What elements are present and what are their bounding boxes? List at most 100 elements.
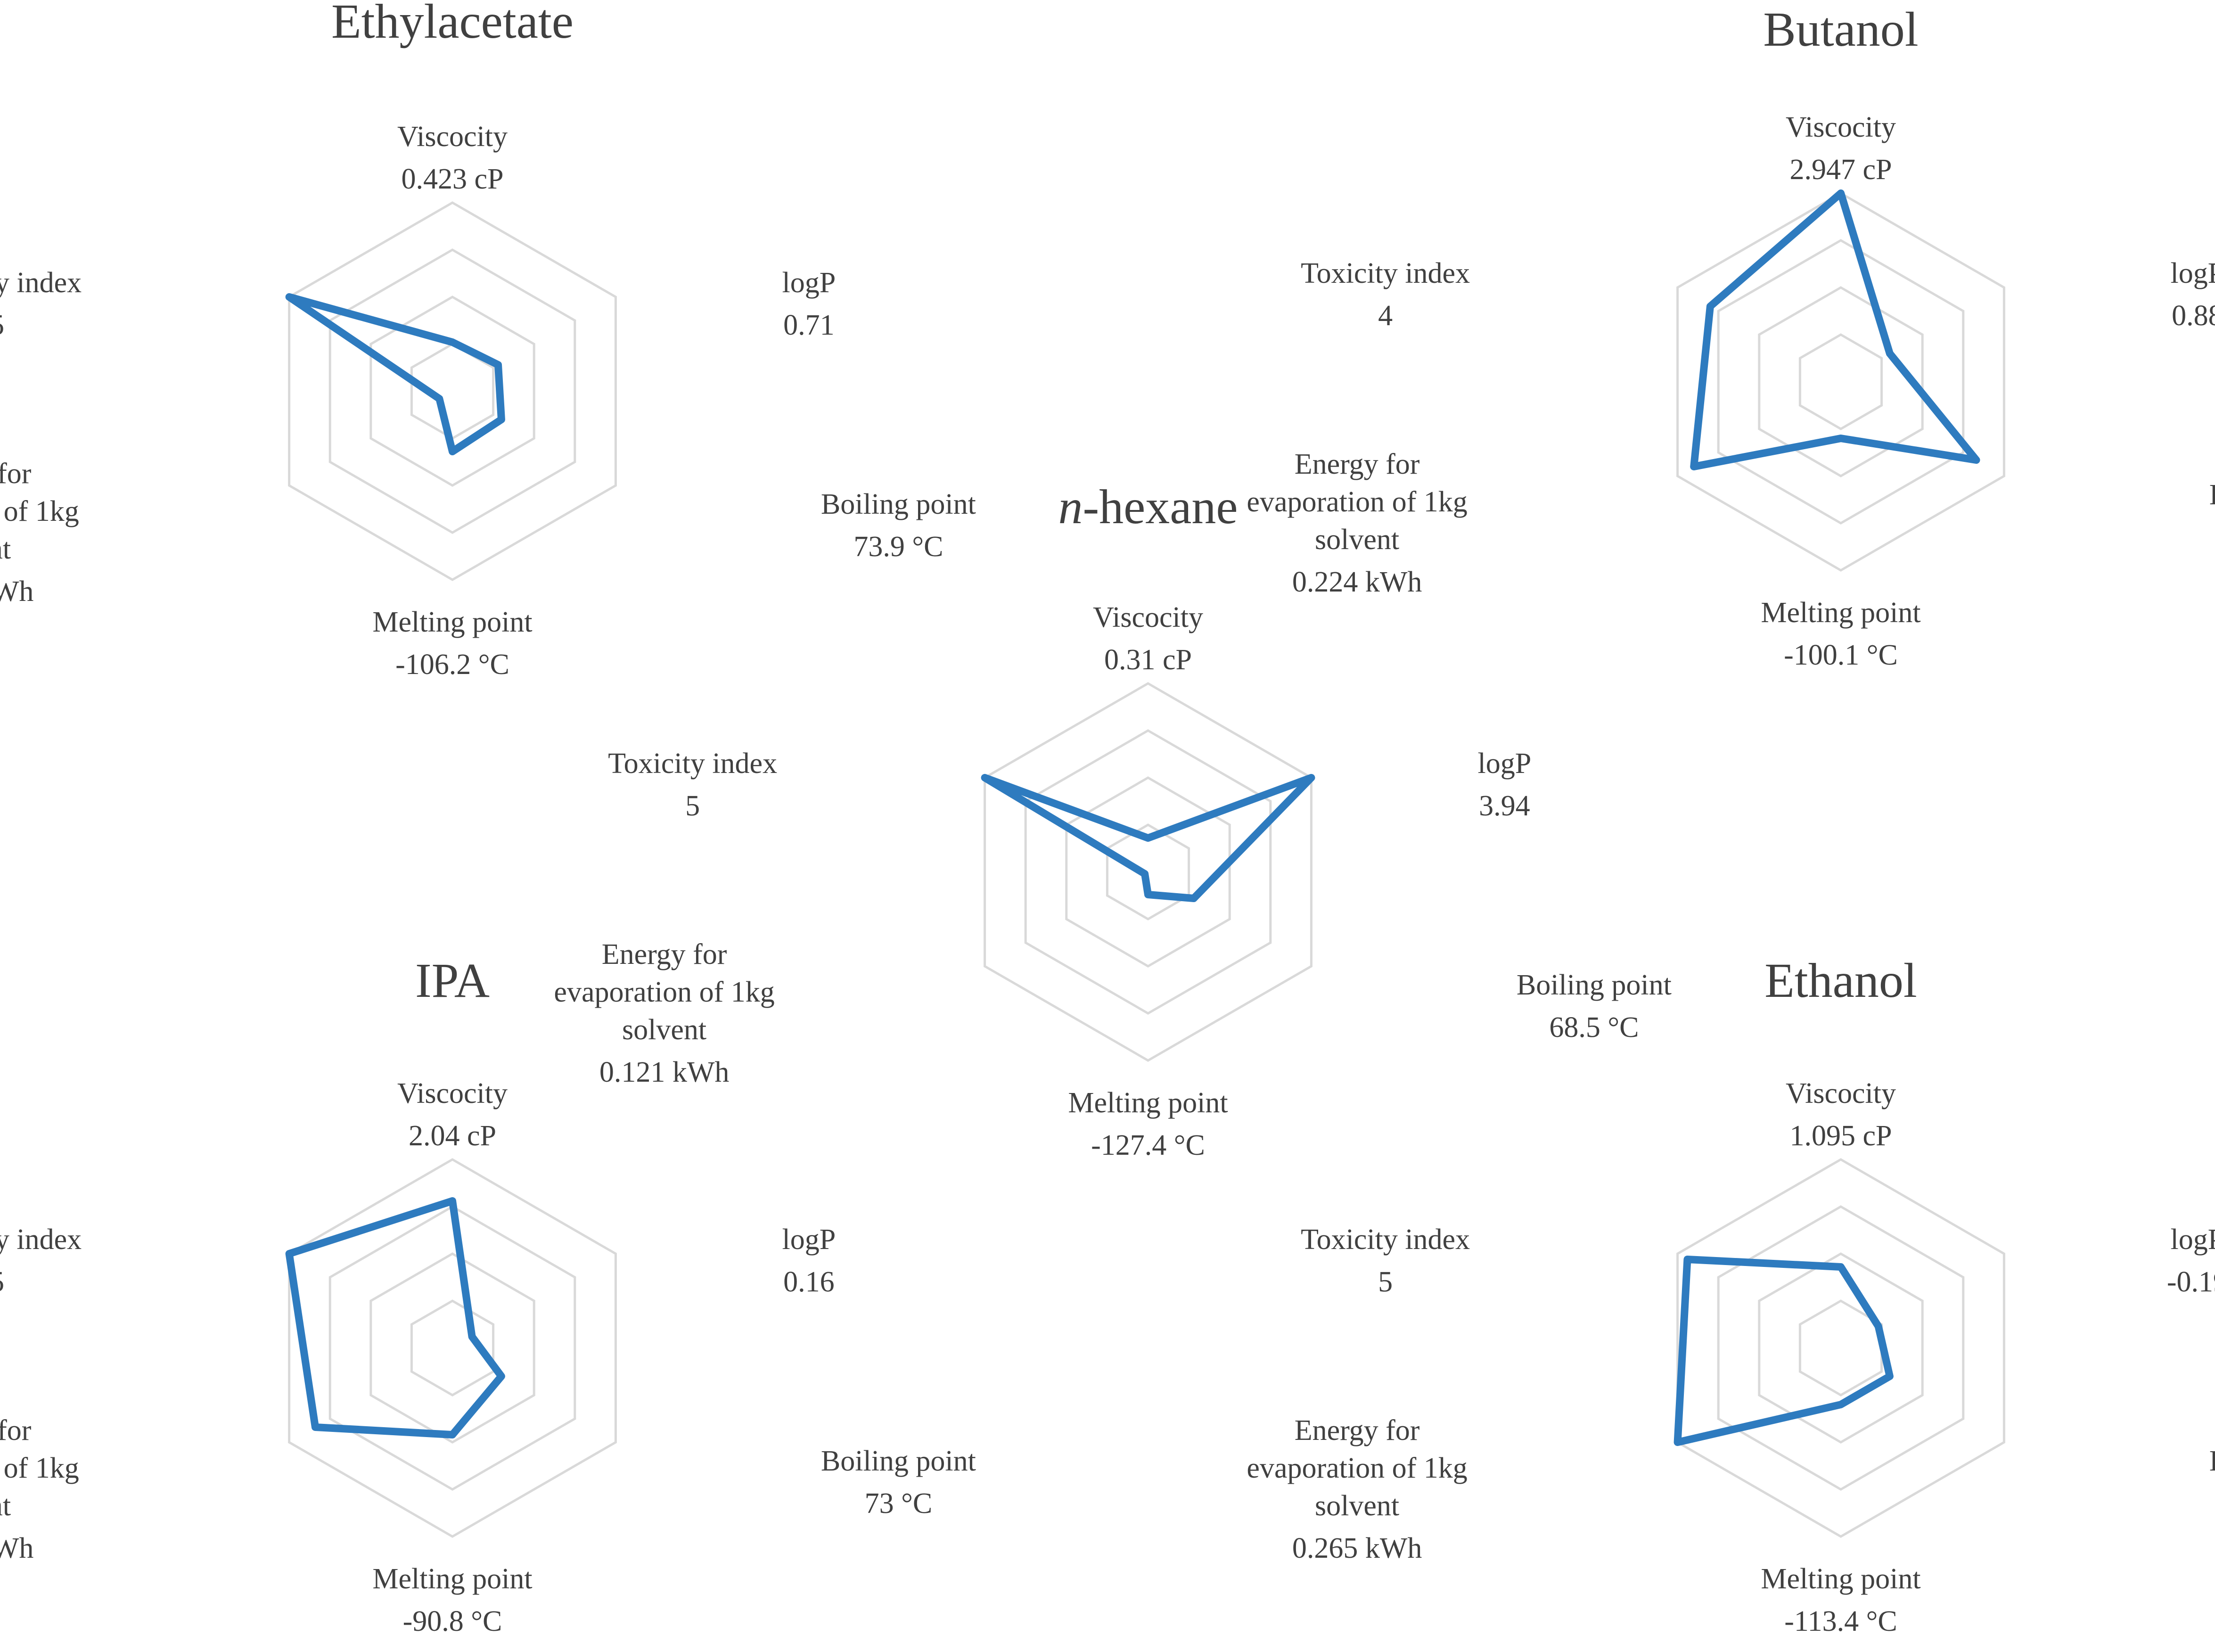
axis-label-6: Toxicity index 5 bbox=[0, 1224, 82, 1298]
axis-value: 0.88 bbox=[2172, 300, 2215, 332]
axis-value: 5 bbox=[1378, 1266, 1393, 1298]
grid-ring bbox=[288, 201, 617, 581]
chart-title-main: IPA bbox=[415, 953, 490, 1008]
axis-label-2: logP 0.71 bbox=[782, 267, 836, 341]
axis-name-line: Melting point bbox=[1761, 597, 1920, 629]
axis-name-line: solvent bbox=[622, 1014, 706, 1046]
axis-name-line: evaporation of 1kg bbox=[1247, 486, 1467, 518]
axis-name-line: Toxicity index bbox=[0, 267, 82, 299]
axis-value: 5 bbox=[0, 1266, 4, 1298]
axis-value: 2.04 cP bbox=[409, 1120, 496, 1152]
series-line bbox=[285, 293, 505, 455]
chart-title-main: Ethylacetate bbox=[331, 0, 574, 49]
axis-label-1: Viscocity 0.423 cP bbox=[397, 121, 508, 195]
axis-name-line: solvent bbox=[0, 1490, 11, 1522]
axis-name-line: Viscocity bbox=[397, 121, 508, 153]
axis-value: 3.94 bbox=[1479, 790, 1530, 822]
chart-title-main: Butanol bbox=[1763, 2, 1918, 57]
axis-name-line: Energy for bbox=[1295, 448, 1420, 480]
axis-name-line: Melting point bbox=[372, 606, 532, 638]
axis-label-3: Boiling point 73 °C bbox=[821, 1445, 976, 1520]
axis-name-line: evaporation of 1kg bbox=[0, 1452, 79, 1484]
axis-name-line: solvent bbox=[0, 533, 11, 565]
axis-label-6: Toxicity index 4 bbox=[1301, 257, 1470, 332]
axis-value: 73.9 °C bbox=[853, 531, 943, 563]
axis-name-line: Viscocity bbox=[397, 1077, 508, 1110]
grid-ring bbox=[328, 1205, 576, 1491]
grid-ring bbox=[1676, 192, 2005, 572]
axis-name-line: evaporation of 1kg bbox=[1247, 1452, 1467, 1484]
axis-value: -106.2 °C bbox=[395, 649, 509, 681]
axis-label-4: Melting point -100.1 °C bbox=[1761, 597, 1920, 671]
axis-name-line: evaporation of 1kg bbox=[554, 976, 774, 1008]
axis-label-4: Melting point -113.4 °C bbox=[1761, 1563, 1920, 1637]
axis-label-5: Energy for evaporation of 1kg solvent 0.127… bbox=[0, 458, 79, 608]
axis-label-6: Toxicity index 5 bbox=[608, 748, 777, 822]
axis-name-line: Boiling point bbox=[821, 488, 976, 520]
axis-label-2: logP 0.88 bbox=[2171, 257, 2215, 332]
axis-label-1: Viscocity 2.04 cP bbox=[397, 1077, 508, 1152]
axis-label-6: Toxicity index 5 bbox=[1301, 1224, 1470, 1298]
grid-ring bbox=[1717, 239, 1965, 525]
grid-ring bbox=[369, 1252, 535, 1444]
chart-title: Ethanol bbox=[1764, 953, 1917, 1008]
axis-label-2: logP 3.94 bbox=[1478, 748, 1532, 822]
chart-title: IPA bbox=[415, 953, 490, 1008]
axis-name-line: Viscocity bbox=[1786, 1077, 1896, 1110]
grid-ring bbox=[1676, 1158, 2005, 1538]
axis-name-line: logP bbox=[1478, 748, 1532, 780]
axis-value: 0.121 kWh bbox=[599, 1056, 730, 1088]
axis-name-line: Viscocity bbox=[1093, 601, 1203, 633]
axis-label-4: Melting point -106.2 °C bbox=[372, 606, 532, 681]
axis-label-5: Energy for evaporation of 1kg solvent 0.224… bbox=[1247, 448, 1467, 598]
axis-value: 0.31 cP bbox=[1104, 644, 1192, 676]
series-line bbox=[981, 774, 1315, 902]
axis-value: 0.423 cP bbox=[402, 163, 504, 195]
axis-name-line: Energy for bbox=[602, 938, 727, 970]
axis-name-line: solvent bbox=[1315, 1490, 1399, 1522]
axis-value: 0.71 bbox=[783, 309, 835, 341]
axis-label-3: Boiling point 68.5 °C bbox=[1517, 969, 1672, 1044]
grid-ring bbox=[1798, 333, 1883, 430]
axis-name-line: Toxicity index bbox=[1301, 257, 1470, 289]
axis-name-line: Melting point bbox=[1761, 1563, 1920, 1595]
radar-chart-3: n-hexane Viscocity 0.31 cP logP 3.94 Boiling … bbox=[554, 480, 1671, 1161]
axis-value: 68.5 °C bbox=[1549, 1011, 1639, 1044]
axis-name-line: Melting point bbox=[372, 1563, 532, 1595]
axis-label-2: logP 0.16 bbox=[782, 1224, 836, 1298]
chart-title-main: Ethanol bbox=[1764, 953, 1917, 1008]
axis-value: 0.219 kWh bbox=[0, 1532, 33, 1564]
axis-value: -0.19 bbox=[2167, 1266, 2215, 1298]
grid-ring bbox=[369, 296, 535, 487]
axis-value: -100.1 °C bbox=[1784, 639, 1898, 671]
axis-name-line: logP bbox=[2171, 257, 2215, 289]
axis-value: 0.224 kWh bbox=[1292, 566, 1422, 598]
axis-value: 0.265 kWh bbox=[1292, 1532, 1422, 1564]
radar-chart-4: IPA Viscocity 2.04 cP logP 0.16 Boiling point… bbox=[0, 953, 976, 1637]
chart-title: Ethylacetate bbox=[331, 0, 574, 49]
axis-name-line: logP bbox=[782, 267, 836, 299]
axis-name-line: Boiling point bbox=[2209, 1445, 2215, 1477]
axis-value: 5 bbox=[685, 790, 700, 822]
series-line bbox=[1690, 189, 1980, 470]
axis-value: 5 bbox=[0, 309, 4, 341]
radar-chart-2: Butanol Viscocity 2.947 cP logP 0.88 Boiling … bbox=[1247, 2, 2215, 671]
axis-name-line: logP bbox=[782, 1224, 836, 1256]
axis-value: 1.095 cP bbox=[1790, 1120, 1892, 1152]
axis-value: 0.127 kWh bbox=[0, 575, 33, 608]
axis-label-5: Energy for evaporation of 1kg solvent 0.219… bbox=[0, 1414, 79, 1564]
axis-value: -90.8 °C bbox=[403, 1605, 502, 1637]
chart-title-prefix: n bbox=[1058, 480, 1083, 534]
axis-label-4: Melting point -127.4 °C bbox=[1068, 1087, 1228, 1161]
chart-title: n-hexane bbox=[1058, 480, 1238, 534]
axis-value: 0.16 bbox=[783, 1266, 835, 1298]
radar-chart-1: Ethylacetate Viscocity 0.423 cP logP 0.71 Boi… bbox=[0, 0, 976, 681]
chart-title-main: -hexane bbox=[1083, 480, 1238, 534]
axis-label-2: logP -0.19 bbox=[2167, 1224, 2215, 1298]
axis-label-5: Energy for evaporation of 1kg solvent 0.121… bbox=[554, 938, 774, 1088]
grid-ring bbox=[1758, 286, 1924, 477]
grid-ring bbox=[410, 1299, 495, 1397]
axis-name-line: Energy for bbox=[0, 458, 32, 490]
axis-name-line: logP bbox=[2171, 1224, 2215, 1256]
